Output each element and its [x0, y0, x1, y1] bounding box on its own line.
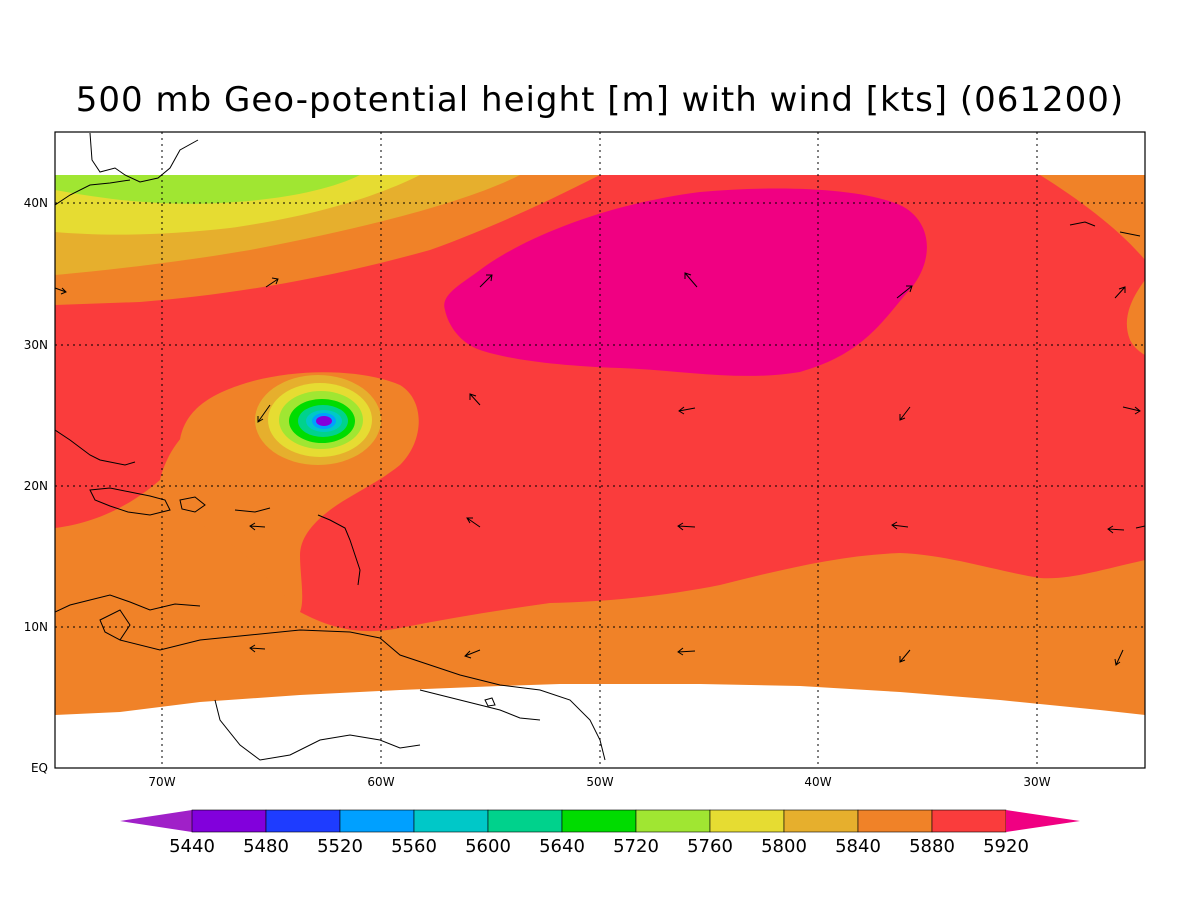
- colorbar-swatch: [487, 809, 563, 833]
- colorbar-swatch: [339, 809, 415, 833]
- colorbar-level-label: 5600: [465, 836, 511, 857]
- lat-label: 30N: [24, 338, 48, 352]
- colorbar-swatch: [561, 809, 637, 833]
- colorbar: 5440 5480 5520 5560 5600 5640 5720 5760 5800 5840…: [120, 809, 1080, 857]
- colorbar-swatch: [265, 809, 341, 833]
- colorbar-max-arrow: [1006, 810, 1080, 832]
- lon-label: 30W: [1023, 775, 1050, 789]
- colorbar-swatch: [191, 809, 267, 833]
- colorbar-level-label: 5440: [169, 836, 215, 857]
- colorbar-swatch: [857, 809, 933, 833]
- band-high: [444, 188, 927, 376]
- colorbar-level-label: 5640: [539, 836, 585, 857]
- colorbar-level-label: 5760: [687, 836, 733, 857]
- lat-label: 40N: [24, 196, 48, 210]
- low-ring-5480: [316, 416, 332, 426]
- colorbar-swatch: [413, 809, 489, 833]
- colorbar-level-label: 5920: [983, 836, 1029, 857]
- lat-label: 20N: [24, 479, 48, 493]
- band-5880-east: [1126, 280, 1145, 355]
- colorbar-level-label: 5480: [243, 836, 289, 857]
- colorbar-min-arrow: [120, 810, 192, 832]
- colorbar-level-label: 5520: [317, 836, 363, 857]
- colorbar-level-label: 5880: [909, 836, 955, 857]
- colorbar-swatch: [783, 809, 859, 833]
- lon-label: 70W: [148, 775, 175, 789]
- lon-label: 60W: [367, 775, 394, 789]
- colorbar-swatch: [709, 809, 785, 833]
- lon-axis-labels: 70W 60W 50W 40W 30W: [148, 775, 1050, 789]
- graticule: [55, 132, 1145, 768]
- colorbar-swatch: [931, 809, 1007, 833]
- wind-vectors: [54, 272, 1146, 666]
- lon-label: 50W: [586, 775, 613, 789]
- lat-axis-labels: 40N 30N 20N 10N EQ: [24, 196, 48, 775]
- plot-frame: [54, 131, 1146, 769]
- lat-label: 10N: [24, 620, 48, 634]
- colorbar-level-label: 5840: [835, 836, 881, 857]
- colorbar-level-label: 5720: [613, 836, 659, 857]
- lon-label: 40W: [804, 775, 831, 789]
- coastlines: [55, 132, 1141, 761]
- colorbar-swatch: [635, 809, 711, 833]
- lat-label: EQ: [31, 761, 48, 775]
- chart-title: 500 mb Geo-potential height [m] with win…: [75, 80, 1125, 120]
- band-5760-north: [55, 175, 360, 204]
- colorbar-level-label: 5800: [761, 836, 807, 857]
- colorbar-level-label: 5560: [391, 836, 437, 857]
